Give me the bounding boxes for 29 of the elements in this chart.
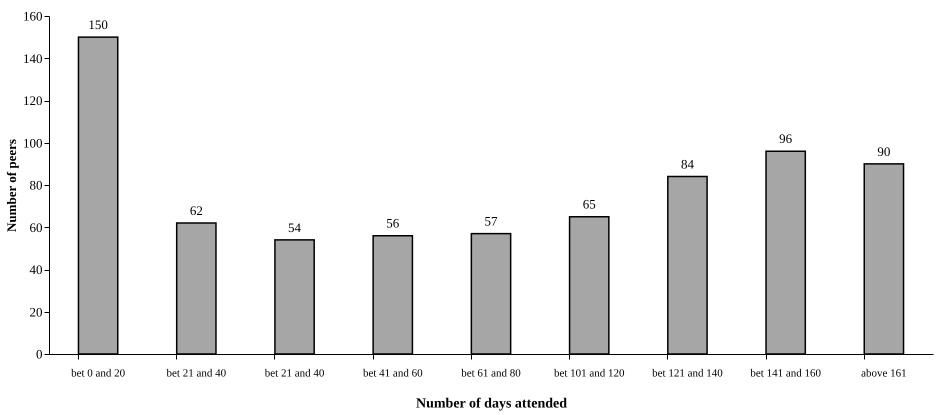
y-tick-label: 0 (36, 346, 42, 362)
data-label: 56 (386, 216, 400, 231)
x-tick-label: bet 0 and 20 (71, 368, 126, 380)
data-label: 96 (779, 131, 793, 146)
x-tick-label: bet 21 and 40 (264, 368, 325, 380)
y-tick-label: 100 (23, 135, 42, 150)
y-tick-label: 120 (23, 93, 42, 108)
y-tick-label: 20 (30, 304, 42, 320)
x-tick-label: bet 41 and 60 (362, 368, 424, 380)
y-tick-label: 160 (23, 8, 42, 24)
x-tick-label: bet 21 and 40 (166, 368, 227, 380)
data-label: 57 (484, 214, 498, 229)
data-label: 150 (88, 17, 108, 32)
y-tick-label: 140 (23, 50, 42, 66)
y-axis-title: Number of peers (4, 139, 19, 232)
x-tick-label: bet 101 and 120 (554, 368, 626, 380)
data-label: 90 (877, 144, 890, 159)
data-label: 84 (680, 156, 694, 172)
y-tick-label: 40 (30, 262, 42, 277)
data-label: 54 (288, 220, 302, 235)
data-label: 65 (582, 196, 596, 212)
y-tick-label: 60 (30, 220, 42, 235)
x-tick-label: bet 121 and 140 (652, 368, 724, 380)
x-tick-label: bet 61 and 80 (461, 368, 522, 380)
y-tick-label: 80 (30, 178, 42, 192)
x-tick-label: above 161 (861, 368, 907, 380)
x-tick-label: bet 141 and 160 (750, 368, 822, 380)
data-label: 62 (190, 203, 203, 218)
x-axis-title: Number of days attended (416, 396, 568, 412)
